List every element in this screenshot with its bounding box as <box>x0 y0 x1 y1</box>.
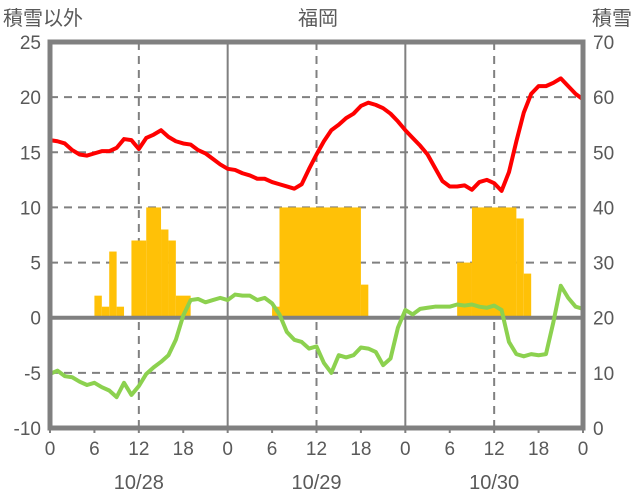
right-tick-label: 40 <box>593 198 614 219</box>
left-tick-label: 10 <box>20 198 41 219</box>
date-label: 10/28 <box>114 472 164 494</box>
left-tick-label: -10 <box>14 419 41 440</box>
x-tick-label: 18 <box>173 439 194 460</box>
x-tick-label: 12 <box>128 439 149 460</box>
left-tick-label: 5 <box>30 254 41 275</box>
right-tick-label: 0 <box>593 419 604 440</box>
series-lines <box>48 76 585 400</box>
right-tick-label: 30 <box>593 254 614 275</box>
left-tick-label: 0 <box>30 309 41 330</box>
right-tick-label: 60 <box>593 88 614 109</box>
right-tick-label: 10 <box>593 364 614 385</box>
x-tick-label: 6 <box>89 439 100 460</box>
page-title: 福岡 <box>298 8 338 30</box>
left-tick-label: -5 <box>24 364 41 385</box>
x-tick-label: 6 <box>267 439 278 460</box>
date-label: 10/29 <box>291 472 341 494</box>
right-tick-label: 70 <box>593 33 614 54</box>
date-label: 10/30 <box>469 472 519 494</box>
left-axis-title: 積雪以外 <box>3 8 83 30</box>
left-tick-label: 20 <box>20 88 41 109</box>
precipitation-bars <box>94 207 532 318</box>
right-axis-title: 積雪 <box>592 8 632 30</box>
right-tick-label: 50 <box>593 143 614 164</box>
right-tick-label: 20 <box>593 309 614 330</box>
x-tick-label: 6 <box>444 439 455 460</box>
x-tick-label: 0 <box>45 439 56 460</box>
x-tick-label: 0 <box>578 439 589 460</box>
x-tick-label: 12 <box>306 439 327 460</box>
x-tick-label: 18 <box>528 439 549 460</box>
x-tick-label: 12 <box>484 439 505 460</box>
x-tick-label: 18 <box>350 439 371 460</box>
x-tick-label: 0 <box>400 439 411 460</box>
x-tick-label: 0 <box>222 439 233 460</box>
left-tick-label: 15 <box>20 143 41 164</box>
left-tick-label: 25 <box>20 33 41 54</box>
